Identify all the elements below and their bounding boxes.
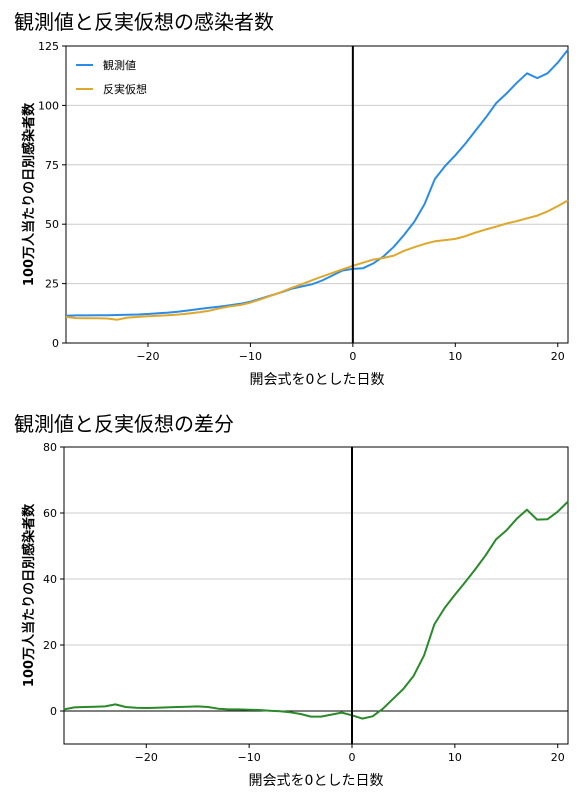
x-tick-label: −20 [135,751,158,764]
infections-chart: 0 25 50 75 100 125 −20 −10 0 10 20 開会式を0とした日数 100万人当… [21,40,569,388]
y-tick-label: 20 [43,639,57,652]
x-tick-label: −10 [238,751,261,764]
x-tick-label: 20 [551,751,565,764]
y-axis-label: 100万人当たりの日別感染者数 [21,102,37,286]
x-axis-label: 開会式を0とした日数 [250,372,385,388]
x-tick-label: 0 [349,350,356,363]
y-tick-label: 40 [43,573,57,586]
series-line-0 [65,48,569,317]
y-tick-label: 0 [52,337,59,350]
chart-1-title: 観測値と反実仮想の感染者数 [14,10,274,34]
y-tick-label: 100 [38,99,59,112]
x-tick-label: 10 [448,350,462,363]
x-tick-label: 10 [448,751,462,764]
y-tick-label: 125 [38,40,59,53]
plot-frame [65,45,569,344]
y-axis-label: 100万人当たりの日別感染者数 [21,503,37,687]
series-line-1 [65,199,569,321]
series-line-0 [63,500,569,720]
y-tick-label: 0 [50,705,57,718]
x-tick-label: −20 [136,350,159,363]
legend-label-0: 観測値 [103,58,136,72]
y-tick-label: 50 [45,218,59,231]
x-tick-label: 0 [349,751,356,764]
x-tick-label: 20 [551,350,565,363]
y-tick-label: 25 [45,278,59,291]
y-tick-label: 60 [43,507,57,520]
legend-label-1: 反実仮想 [103,82,147,96]
y-tick-label: 75 [45,159,59,172]
plot-frame [63,446,569,745]
x-axis-label: 開会式を0とした日数 [249,773,384,789]
x-tick-label: −10 [239,350,262,363]
y-tick-label: 80 [43,441,57,454]
chart-2-title: 観測値と反実仮想の差分 [14,412,234,436]
